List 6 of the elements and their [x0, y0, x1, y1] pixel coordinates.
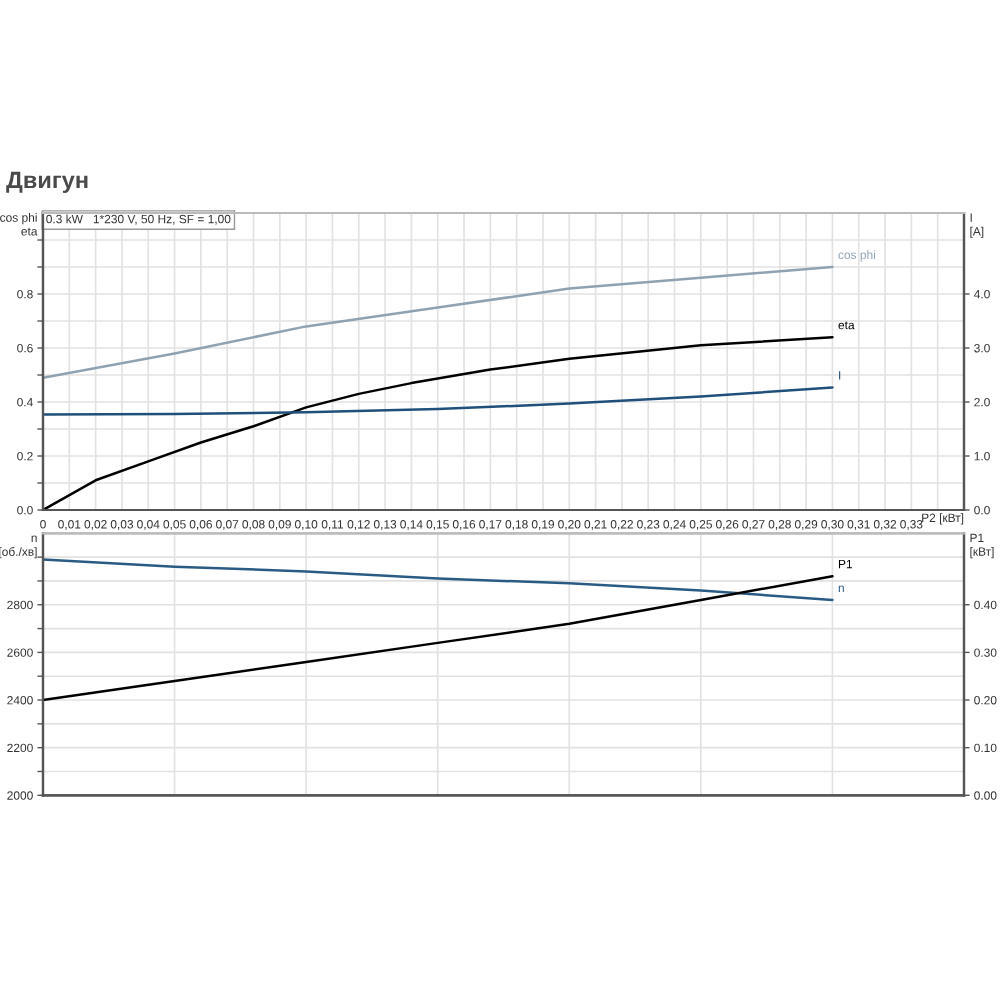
line-series — [43, 335, 834, 510]
line-series — [43, 558, 834, 602]
line-series — [43, 574, 834, 702]
line-series — [43, 386, 834, 416]
line-series — [43, 265, 834, 379]
chart-title: Двигун — [6, 171, 88, 193]
